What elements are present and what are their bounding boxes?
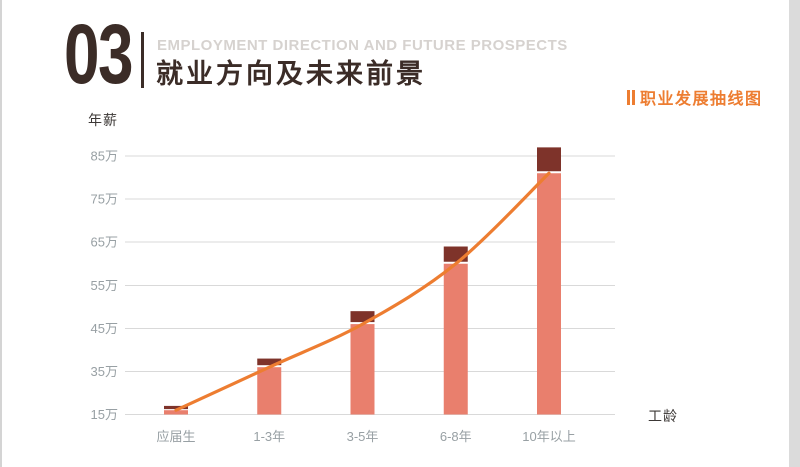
bar-body (164, 410, 188, 415)
bar-body (350, 324, 375, 415)
y-tick-label: 65万 (91, 235, 118, 250)
section-title: 就业方向及未来前景 (156, 59, 426, 89)
slide-left-edge (0, 0, 2, 467)
x-category-label: 1-3年 (253, 429, 285, 444)
y-tick-label: 35万 (91, 364, 118, 379)
y-tick-label: 75万 (91, 192, 118, 207)
x-category-label: 6-8年 (440, 429, 472, 444)
y-tick-label: 45万 (91, 321, 118, 336)
bar-body (443, 263, 468, 415)
section-subtitle-en: EMPLOYMENT DIRECTION AND FUTURE PROSPECT… (157, 37, 568, 54)
header-divider (141, 32, 144, 88)
chart-tag: 职业发展抽线图 (627, 85, 763, 109)
double-bar-icon (627, 89, 635, 105)
bar-cap (164, 405, 188, 410)
section-number: 03 (64, 7, 133, 101)
bar-body (537, 173, 561, 415)
y-axis-title: 年薪 (88, 112, 118, 128)
slide-right-edge (789, 0, 800, 467)
trend-line (174, 171, 551, 412)
bar-cap (257, 358, 282, 366)
y-tick-label: 15万 (91, 407, 118, 422)
bar-cap (350, 311, 375, 323)
x-axis-title: 工龄 (648, 408, 678, 424)
bar-cap (443, 246, 468, 262)
x-category-label: 应届生 (156, 429, 195, 444)
x-category-label: 10年以上 (522, 429, 575, 444)
chart-tag-label: 职业发展抽线图 (640, 91, 763, 108)
y-tick-label: 85万 (91, 149, 118, 164)
bar-cap (537, 147, 561, 172)
x-category-label: 3-5年 (347, 429, 379, 444)
bar-body (257, 367, 282, 415)
y-tick-label: 55万 (91, 278, 118, 293)
